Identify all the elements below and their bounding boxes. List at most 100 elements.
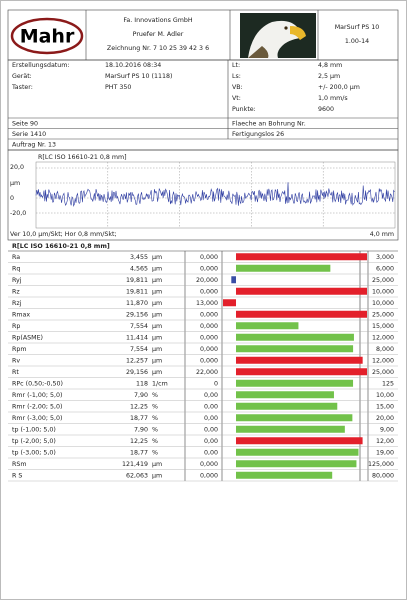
info-value: 4,8 mm bbox=[318, 62, 342, 69]
param-unit: % bbox=[152, 415, 158, 422]
profile-length: 4,0 mm bbox=[370, 231, 394, 238]
param-value: 29,156 bbox=[126, 311, 148, 318]
param-name: RSm bbox=[12, 461, 27, 468]
tolerance-bar bbox=[236, 253, 367, 261]
param-unit: µm bbox=[152, 346, 162, 353]
param-lower: 0,00 bbox=[204, 415, 218, 422]
param-name: Rp(ASME) bbox=[12, 334, 43, 341]
param-name: Rv bbox=[12, 357, 20, 364]
version: 1.00-14 bbox=[345, 38, 369, 45]
param-value: 12,25 bbox=[130, 403, 148, 410]
param-name: RPc (0,50;-0,50) bbox=[12, 380, 63, 387]
tolerance-bar bbox=[236, 437, 363, 445]
param-name: Rz bbox=[12, 288, 20, 295]
param-name: R S bbox=[12, 472, 22, 479]
info-value: MarSurf PS 10 (1118) bbox=[105, 73, 172, 80]
param-name: Rzj bbox=[12, 300, 22, 307]
param-name: Rmax bbox=[12, 311, 30, 318]
param-value: 12,25 bbox=[130, 438, 148, 445]
param-upper: 15,000 bbox=[372, 323, 394, 330]
param-upper: 10,000 bbox=[372, 288, 394, 295]
info-label: Gerät: bbox=[12, 73, 32, 80]
param-upper: 3,000 bbox=[376, 254, 394, 261]
tolerance-bar bbox=[236, 460, 357, 468]
tolerance-bar bbox=[223, 299, 236, 307]
tolerance-bar bbox=[236, 379, 354, 387]
param-lower: 0,000 bbox=[200, 323, 218, 330]
param-unit: µm bbox=[152, 369, 162, 376]
param-lower: 13,000 bbox=[196, 300, 218, 307]
param-lower: 0,000 bbox=[200, 472, 218, 479]
param-unit: µm bbox=[152, 311, 162, 318]
param-upper: 25,000 bbox=[372, 369, 394, 376]
info-value: 9600 bbox=[318, 106, 334, 113]
profile-title: R[LC ISO 16610-21 0,8 mm] bbox=[38, 154, 127, 161]
tolerance-bar bbox=[236, 368, 367, 376]
tolerance-bar bbox=[236, 333, 354, 341]
tolerance-bar bbox=[236, 471, 333, 479]
param-upper: 8,000 bbox=[376, 346, 394, 353]
param-unit: µm bbox=[152, 357, 162, 364]
param-name: Rmr (-2,00; 5,0) bbox=[12, 403, 62, 410]
order-field: Fertigungslos 26 bbox=[232, 131, 284, 138]
instrument: MarSurf PS 10 bbox=[335, 24, 379, 31]
param-value: 62,063 bbox=[126, 472, 148, 479]
results-title: R[LC ISO 16610-21 0,8 mm] bbox=[12, 243, 110, 250]
param-unit: % bbox=[152, 449, 158, 456]
param-lower: 0,00 bbox=[204, 392, 218, 399]
param-lower: 0,000 bbox=[200, 311, 218, 318]
tolerance-bar bbox=[236, 345, 354, 353]
param-value: 29,156 bbox=[126, 369, 148, 376]
param-unit: µm bbox=[152, 461, 162, 468]
info-label: Punkte: bbox=[232, 106, 256, 113]
profile-y-top: 20,0 bbox=[10, 164, 24, 171]
param-unit: % bbox=[152, 426, 158, 433]
param-lower: 0,000 bbox=[200, 461, 218, 468]
param-lower: 0,000 bbox=[200, 265, 218, 272]
param-upper: 12,00 bbox=[376, 438, 394, 445]
param-unit: µm bbox=[152, 254, 162, 261]
param-unit: % bbox=[152, 403, 158, 410]
param-unit: µm bbox=[152, 300, 162, 307]
param-value: 19,811 bbox=[126, 277, 148, 284]
param-name: Rmr (-1,00; 5,0) bbox=[12, 392, 62, 399]
param-lower: 0,00 bbox=[204, 426, 218, 433]
tolerance-bar bbox=[236, 402, 338, 410]
info-value: +/- 200,0 µm bbox=[318, 84, 360, 91]
param-value: 7,90 bbox=[134, 392, 148, 399]
param-lower: 0,00 bbox=[204, 438, 218, 445]
info-label: Ls: bbox=[232, 73, 241, 80]
param-upper: 12,000 bbox=[372, 357, 394, 364]
param-upper: 125 bbox=[382, 380, 394, 387]
param-value: 3,455 bbox=[130, 254, 148, 261]
param-lower: 0,00 bbox=[204, 403, 218, 410]
eagle-image bbox=[240, 13, 316, 58]
param-name: Ra bbox=[12, 254, 20, 261]
profile-box bbox=[7, 149, 399, 241]
info-label: VB: bbox=[232, 84, 243, 91]
tolerance-bar bbox=[236, 356, 363, 364]
param-unit: µm bbox=[152, 288, 162, 295]
info-label: Lt: bbox=[232, 62, 240, 69]
profile-line bbox=[35, 182, 395, 207]
tolerance-bar bbox=[236, 391, 334, 399]
param-upper: 25,000 bbox=[372, 311, 394, 318]
param-lower: 0,00 bbox=[204, 449, 218, 456]
logo: Mahr bbox=[20, 26, 75, 48]
order-field: Auftrag Nr. 13 bbox=[12, 142, 56, 149]
param-value: 18,77 bbox=[130, 415, 148, 422]
param-name: Rp bbox=[12, 323, 20, 330]
info-label: Vt: bbox=[232, 95, 241, 102]
param-unit: 1/cm bbox=[152, 380, 168, 387]
param-lower: 20,000 bbox=[196, 277, 218, 284]
param-unit: µm bbox=[152, 334, 162, 341]
param-upper: 19,00 bbox=[376, 449, 394, 456]
info-value: 18.10.2016 08:34 bbox=[105, 62, 161, 69]
param-value: 118 bbox=[136, 380, 148, 387]
param-upper: 12,000 bbox=[372, 334, 394, 341]
param-lower: 0,000 bbox=[200, 357, 218, 364]
tolerance-bar bbox=[236, 414, 353, 422]
param-name: tp (-2,00; 5,0) bbox=[12, 438, 56, 445]
tolerance-bar bbox=[236, 310, 367, 318]
param-lower: 0,000 bbox=[200, 254, 218, 261]
